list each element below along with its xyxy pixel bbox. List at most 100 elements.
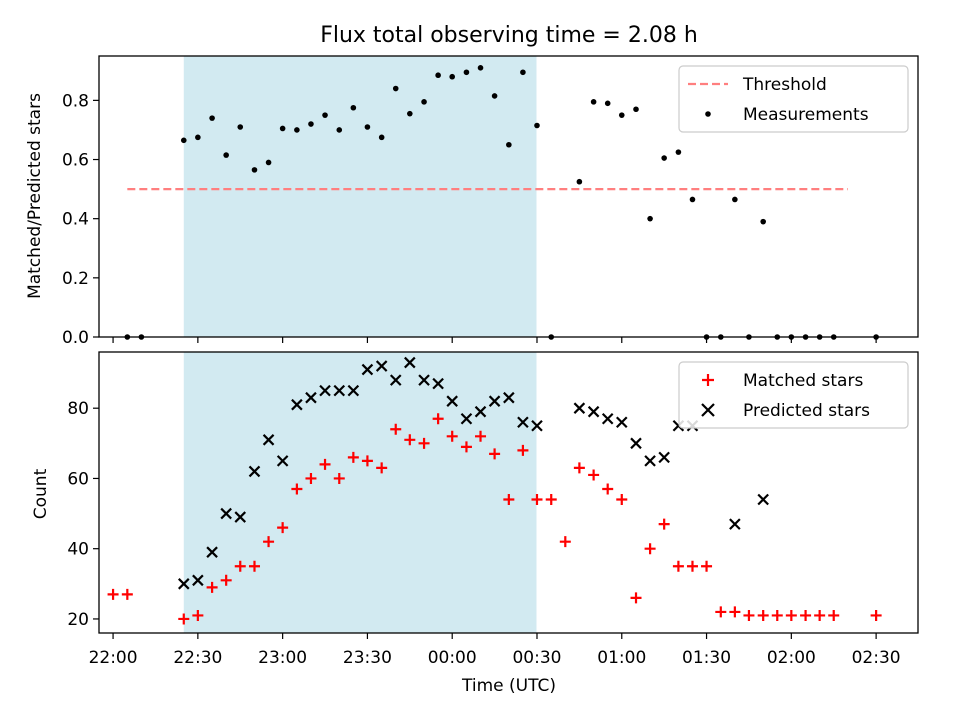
measurement-point [618,112,625,118]
predicted-stars-point [446,395,458,407]
measurement-point [364,124,371,130]
predicted-stars-point [517,416,529,429]
matched-stars-point [517,444,529,456]
predicted-stars-point [503,391,515,404]
matched-stars-point [715,606,727,618]
predicted-stars-point [305,391,317,404]
measurement-point [604,100,611,107]
measurement-point [421,99,427,105]
predicted-stars-point [220,507,232,520]
predicted-stars-point [347,384,360,397]
measurement-point [689,196,696,203]
bottom-panel: 20 40 60 80 22:00 22:30 23:00 23:30 00:00 00:30 01… [67,351,919,668]
measurement-point [760,218,766,225]
matched-stars-point [192,609,204,621]
legend-label: Measurements [743,105,869,125]
predicted-stars-point [460,412,473,425]
matched-stars-point [672,560,684,572]
predicted-stars-point [615,416,628,429]
predicted-stars-point [361,363,374,376]
predicted-stars-point [573,402,586,414]
x-tick-label: 22:30 [173,648,222,668]
matched-stars-point [573,462,585,474]
matched-stars-point [686,560,698,572]
matched-stars-point [460,441,472,453]
predicted-stars-point [531,419,543,432]
matched-stars-point [107,588,119,600]
matched-stars-point [616,494,628,506]
matched-stars-point [658,518,670,530]
matched-stars-point [800,609,812,621]
matched-stars-point [248,560,260,572]
matched-stars-point [376,462,388,474]
x-tick-label: 23:30 [343,648,392,668]
predicted-stars-point [192,574,204,587]
matched-stars-point [361,455,373,467]
measurement-point [491,93,498,99]
bottom-y-tick-label: 20 [67,610,89,630]
measurement-point [392,85,399,92]
x-tick-label: 23:00 [258,648,307,668]
predicted-stars-point [729,518,741,530]
matched-stars-point [630,592,642,604]
measurement-point [647,215,653,222]
measurement-point [336,127,343,133]
measurement-point [350,104,357,111]
bottom-shaded-span [183,352,537,633]
matched-stars-point [545,494,557,506]
top-y-axis-label: Matched/Predicted stars [25,93,45,299]
matched-stars-point [475,430,487,442]
matched-stars-point [531,494,543,506]
matched-stars-point [644,543,656,555]
measurement-point [477,65,484,71]
legend-label: Threshold [742,75,827,95]
bottom-axes-frame [98,351,919,634]
bottom-series-matched-stars [107,413,882,625]
matched-stars-point [701,560,713,572]
matched-stars-point [503,494,515,506]
x-tick-label: 00:30 [512,648,561,668]
legend-measurement-handle [705,111,711,117]
top-shaded-span [183,56,537,337]
bottom-y-axis-label: Count [31,468,51,519]
top-legend: Threshold Measurements [678,65,909,133]
measurement-point [449,73,456,80]
measurement-point [294,127,300,133]
predicted-stars-point [644,455,656,467]
measurement-point [576,178,583,185]
predicted-stars-point [418,374,430,386]
measurement-point [237,124,244,130]
matched-stars-point [347,451,359,463]
bottom-legend: Matched stars Predicted stars [678,361,909,429]
matched-stars-point [319,458,331,470]
x-tick-label: 01:00 [597,648,646,668]
matched-stars-point [220,574,232,586]
predicted-stars-point [248,465,261,478]
matched-stars-point [602,483,614,495]
x-tick-label: 00:00 [428,648,477,668]
measurement-point [661,155,667,161]
measurement-point [506,141,512,148]
measurement-point [675,149,682,155]
predicted-stars-point [389,374,402,386]
matched-stars-point [333,472,345,484]
measurement-point [732,196,738,203]
legend-label: Predicted stars [743,401,870,421]
measurement-point [590,99,597,105]
matched-stars-point [446,430,458,442]
measurement-point [520,69,526,76]
matched-stars-point [305,472,317,484]
measurement-point [534,122,540,129]
predicted-stars-point [474,405,487,418]
matched-stars-point [206,581,218,593]
top-axes-frame [98,55,919,338]
top-y-tick-label: 0.2 [62,269,89,289]
matched-stars-point [121,588,133,600]
legend-box [678,65,909,133]
matched-stars-point [234,560,246,572]
x-tick-label: 02:30 [852,648,901,668]
predicted-stars-point [206,546,218,558]
top-panel: 0.0 0.2 0.4 0.6 0.8 Threshold Measurements [62,55,919,348]
measurement-point [251,167,258,173]
legend-box [678,361,909,429]
